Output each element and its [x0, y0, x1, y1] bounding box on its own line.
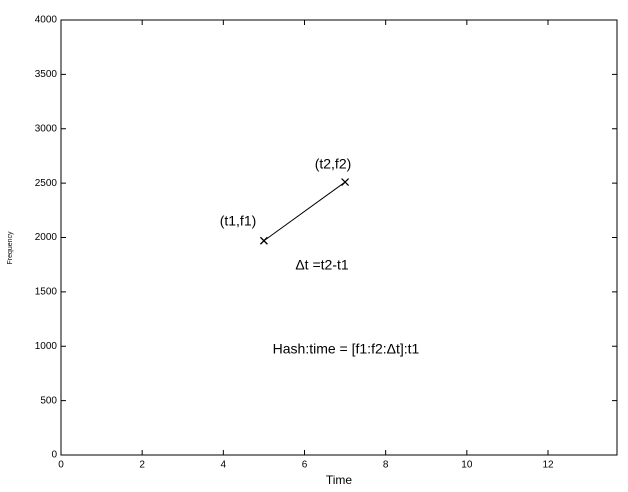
annotation: (t2,f2): [315, 156, 352, 172]
data-line: [263, 181, 346, 242]
x-tick-label: 2: [139, 460, 145, 471]
y-tick-label: 0: [51, 450, 57, 461]
point-marker: [259, 236, 268, 245]
x-tick-label: 4: [221, 460, 227, 471]
annotation: Δt =t2-t1: [295, 257, 349, 273]
y-tick-label: 1000: [35, 341, 58, 352]
y-axis-label: Frequency: [7, 231, 14, 265]
y-tick-label: 1500: [35, 287, 58, 298]
x-tick-label: 0: [58, 460, 64, 471]
annotation: (t1,f1): [220, 213, 257, 229]
x-tick-label: 10: [461, 460, 473, 471]
y-tick-label: 2500: [35, 178, 58, 189]
y-tick-label: 3500: [35, 69, 58, 80]
y-tick-label: 3000: [35, 123, 58, 134]
x-tick-label: 12: [542, 460, 554, 471]
x-axis-label: Time: [326, 473, 353, 487]
plot-frame: [60, 19, 618, 456]
x-tick-label: 6: [302, 460, 308, 471]
point-marker: [341, 178, 350, 186]
y-tick-label: 2000: [35, 232, 58, 243]
y-tick-label: 4000: [35, 15, 58, 26]
annotation: Hash:time = [f1:f2:Δt]:t1: [273, 341, 420, 357]
y-tick-label: 500: [40, 395, 57, 406]
x-tick-label: 8: [383, 460, 389, 471]
